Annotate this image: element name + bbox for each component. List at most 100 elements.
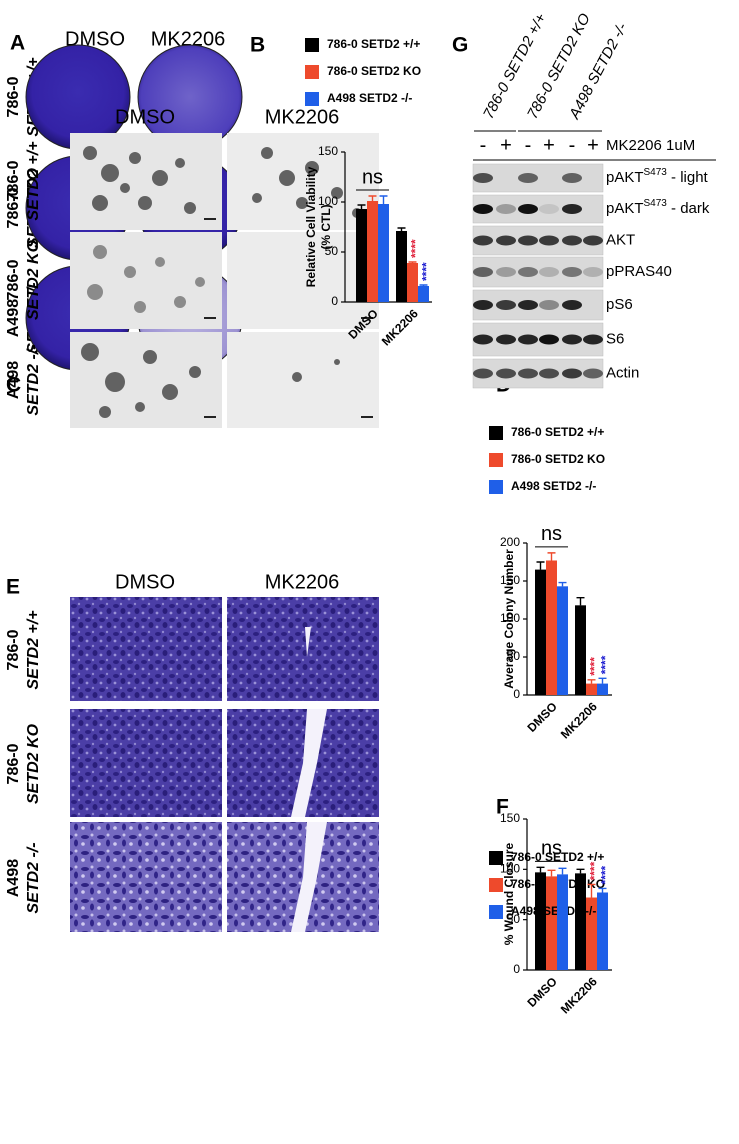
y-tick-label: 0: [513, 962, 520, 976]
bar: [546, 876, 557, 970]
blot-label-part: AKT: [606, 231, 635, 248]
row-label: 786-0: [5, 629, 22, 670]
y-axis-label: (% CTL): [319, 204, 333, 249]
blot-band: [583, 368, 603, 379]
blot-band: [518, 173, 538, 183]
legend-swatch: [489, 851, 503, 865]
row-label: A498: [5, 361, 22, 399]
panel-letter: F: [496, 796, 509, 819]
bar: [418, 286, 429, 302]
blot-band: [496, 300, 516, 310]
error-bar: [547, 552, 556, 561]
x-tick-label: DMSO: [525, 699, 560, 734]
error-bar: [587, 679, 596, 684]
colony: [189, 366, 201, 378]
blot-band: [518, 267, 538, 277]
blot-label: pS6: [606, 296, 633, 313]
legend-label: 786-0 SETD2 KO: [327, 64, 421, 78]
colony: [252, 193, 262, 203]
blot-band: [496, 368, 516, 379]
row-label: SETD2 -/-: [25, 842, 42, 913]
colony: [152, 170, 168, 186]
y-tick-label: 0: [513, 687, 520, 701]
annotation: ****: [588, 861, 602, 880]
column-header: DMSO: [115, 571, 175, 593]
y-tick-label: 50: [325, 244, 339, 258]
scale-bar: [204, 317, 216, 319]
error-bar: [547, 869, 556, 877]
blot-band: [562, 235, 582, 246]
blot-band: [473, 267, 493, 277]
bar: [586, 897, 597, 970]
error-bar: [368, 195, 377, 201]
treatment-sign: -: [525, 134, 532, 156]
colony: [83, 146, 97, 160]
colony: [162, 384, 178, 400]
y-tick-label: 150: [318, 144, 338, 158]
y-tick-label: 150: [500, 811, 520, 825]
blot-label: S6: [606, 330, 624, 347]
colony: [93, 245, 107, 259]
colony: [129, 152, 141, 164]
blot-band: [583, 235, 603, 246]
blot-label-part: - light: [667, 169, 709, 186]
error-bar: [397, 227, 406, 231]
blot-band: [496, 267, 516, 277]
error-bar: [576, 597, 585, 606]
blot-band: [473, 173, 493, 183]
blot-label-part: pPRAS40: [606, 263, 672, 280]
y-tick-label: 50: [507, 912, 521, 926]
annotation: ns: [541, 523, 562, 545]
legend-swatch: [489, 878, 503, 892]
annotation: ****: [599, 655, 613, 674]
blot-label-part: S473: [644, 167, 668, 178]
column-header: DMSO: [115, 106, 175, 128]
y-axis-label: % Wound Closure: [502, 842, 516, 945]
y-tick-label: 50: [507, 649, 521, 663]
annotation: ****: [588, 657, 602, 676]
legend-swatch: [305, 38, 319, 52]
colony: [296, 197, 308, 209]
colony: [138, 196, 152, 210]
wound-gap: [291, 709, 327, 817]
blot-band: [473, 334, 493, 345]
row-label: A498: [5, 859, 22, 897]
x-tick-label: DMSO: [525, 974, 560, 1009]
y-tick-label: 150: [500, 573, 520, 587]
bar: [356, 209, 367, 302]
blot-label-part: Actin: [606, 364, 639, 381]
error-bar: [536, 866, 545, 873]
colony: [134, 301, 146, 313]
y-axis-label: Average Colony Number: [502, 549, 516, 689]
row-label: SETD2 KO: [25, 239, 42, 320]
colony: [124, 266, 136, 278]
error-bar: [536, 561, 545, 570]
microscopy-image: [227, 232, 379, 329]
annotation: ****: [409, 239, 423, 258]
blot-band: [583, 334, 603, 345]
error-bar: [419, 284, 428, 286]
colony: [155, 257, 165, 267]
legend-label: A498 SETD2 -/-: [327, 91, 412, 105]
y-tick-label: 100: [500, 611, 520, 625]
row-label: SETD2 KO: [25, 723, 42, 804]
y-tick-label: 100: [500, 862, 520, 876]
row-label: 786-0: [5, 160, 22, 201]
colony: [120, 183, 130, 193]
error-bar: [598, 887, 607, 893]
colony: [334, 359, 340, 365]
treatment-sign: -: [569, 134, 576, 156]
bar: [557, 586, 568, 695]
blot-label-part: pS6: [606, 296, 633, 313]
blot-label-part: - dark: [667, 200, 710, 217]
column-header: MK2206: [151, 28, 226, 50]
colony: [101, 164, 119, 182]
legend-label: A498 SETD2 -/-: [511, 904, 596, 918]
colony: [81, 343, 99, 361]
blot-band: [539, 334, 559, 345]
bar: [597, 892, 608, 970]
bar: [597, 683, 608, 695]
blot-label: pPRAS40: [606, 263, 672, 280]
row-label: 786-0: [5, 187, 22, 228]
error-bar: [408, 261, 417, 263]
